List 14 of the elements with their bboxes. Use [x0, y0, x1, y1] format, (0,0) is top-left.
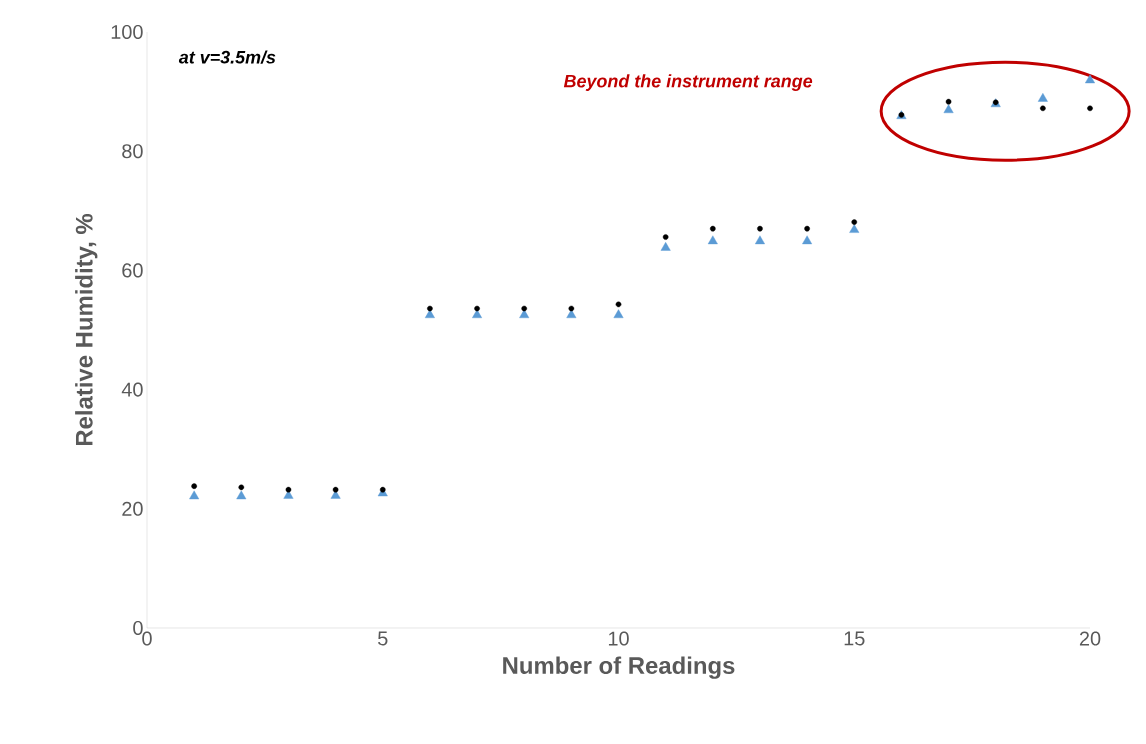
y-tick-label: 0	[133, 620, 143, 636]
annotation: Beyond the instrument range	[563, 74, 813, 91]
x-tick-label: 5	[378, 631, 388, 646]
y-tick-label: 80	[122, 144, 143, 159]
y-tick-label: 20	[122, 501, 143, 516]
y-axis-title: Relative Humidity, %	[75, 213, 98, 446]
x-axis-title: Number of Readings	[503, 656, 735, 679]
x-tick-label: 10	[608, 631, 629, 646]
x-tick-label: 20	[1079, 631, 1101, 646]
x-tick-label: 15	[844, 631, 865, 646]
y-tick-label: 60	[122, 263, 143, 278]
annotation: at v=3.5m/s	[178, 50, 276, 64]
y-tick-label: 40	[121, 382, 143, 397]
y-tick-label: 100	[111, 24, 143, 40]
